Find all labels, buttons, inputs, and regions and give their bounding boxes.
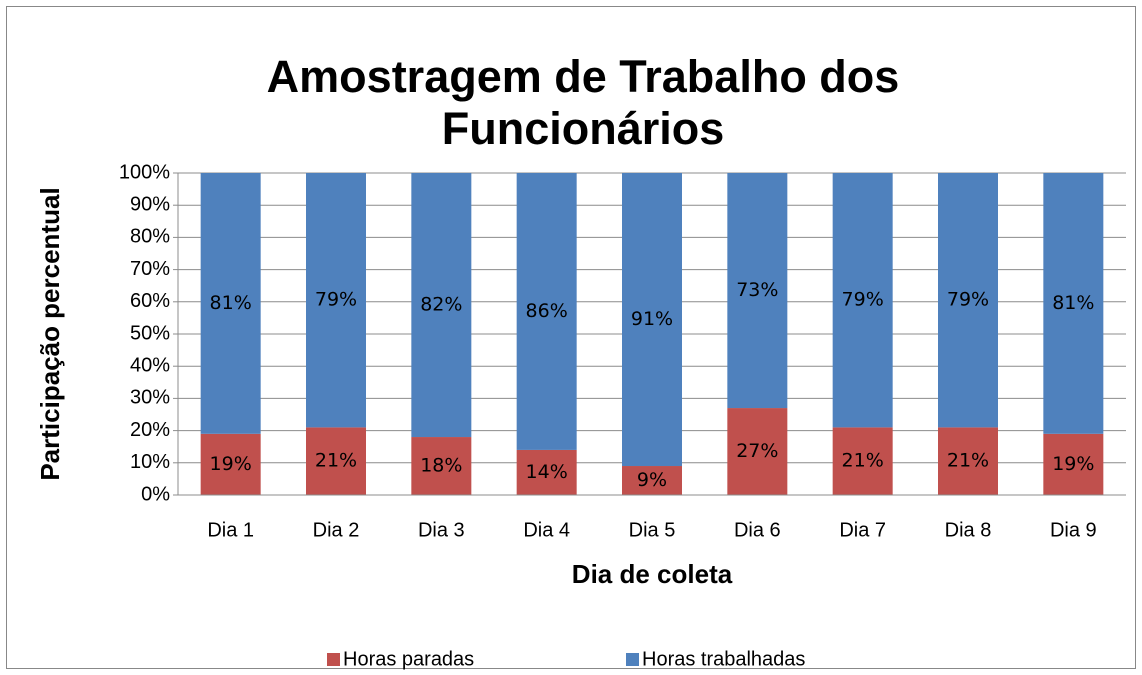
y-tick-label: 70% xyxy=(130,258,170,280)
y-tick-label: 0% xyxy=(141,483,170,505)
y-tick-label: 80% xyxy=(130,226,170,248)
bar-segment xyxy=(200,433,261,495)
data-label: 81% xyxy=(210,292,252,314)
data-label: 73% xyxy=(736,279,778,301)
bar-segment xyxy=(411,173,472,438)
x-tick-label: Dia 6 xyxy=(734,519,781,541)
bar-segment xyxy=(516,449,577,495)
chart-title: Amostragem de Trabalho dos xyxy=(267,51,900,102)
bar-segment xyxy=(938,427,998,495)
y-tick-label: 60% xyxy=(130,290,170,312)
y-tick-label: 40% xyxy=(130,354,170,376)
bar-segment xyxy=(622,466,682,495)
bar-segment xyxy=(832,173,893,428)
bar-segment xyxy=(727,173,788,409)
data-label: 21% xyxy=(947,450,989,472)
x-tick-label: Dia 5 xyxy=(629,519,676,541)
bar-segment xyxy=(1043,173,1104,434)
data-label: 79% xyxy=(947,289,989,311)
x-tick-label: Dia 9 xyxy=(1050,519,1097,541)
y-tick-label: 50% xyxy=(130,322,170,344)
x-axis-label: Dia de coleta xyxy=(572,559,733,589)
data-label: 82% xyxy=(420,294,462,316)
y-axis-label: Participação percentual xyxy=(35,187,65,480)
data-label: 9% xyxy=(637,469,667,491)
x-tick-label: Dia 8 xyxy=(945,519,992,541)
bar-segment xyxy=(832,427,893,495)
data-label: 79% xyxy=(315,289,357,311)
x-tick-label: Dia 1 xyxy=(207,519,254,541)
bar-segment xyxy=(516,173,577,450)
bar-segment xyxy=(306,427,366,495)
data-label: 79% xyxy=(842,289,884,311)
x-tick-label: Dia 2 xyxy=(313,519,360,541)
x-tick-label: Dia 3 xyxy=(418,519,465,541)
y-tick-label: 100% xyxy=(119,161,170,183)
y-tick-label: 20% xyxy=(130,419,170,441)
chart-title: Funcionários xyxy=(442,103,725,154)
bar-segment xyxy=(622,173,682,467)
data-label: 86% xyxy=(526,300,568,322)
bar-segment xyxy=(306,173,366,428)
bar-segment xyxy=(1043,433,1104,495)
data-label: 19% xyxy=(1052,453,1094,475)
bar-segment xyxy=(727,408,788,495)
legend-swatch xyxy=(626,653,639,666)
data-label: 91% xyxy=(631,308,673,330)
bar-segment xyxy=(411,437,472,495)
x-tick-label: Dia 4 xyxy=(523,519,570,541)
y-tick-label: 90% xyxy=(130,193,170,215)
y-tick-label: 30% xyxy=(130,387,170,409)
x-tick-label: Dia 7 xyxy=(839,519,886,541)
bar-segment xyxy=(938,173,998,428)
y-tick-label: 10% xyxy=(130,451,170,473)
data-label: 81% xyxy=(1052,292,1094,314)
data-label: 21% xyxy=(842,450,884,472)
data-label: 18% xyxy=(420,455,462,477)
legend-swatch xyxy=(327,653,340,666)
legend-label: Horas trabalhadas xyxy=(642,648,805,670)
data-label: 27% xyxy=(736,440,778,462)
data-label: 14% xyxy=(526,461,568,483)
data-label: 21% xyxy=(315,450,357,472)
bar-segment xyxy=(200,173,261,434)
data-label: 19% xyxy=(210,453,252,475)
legend-label: Horas paradas xyxy=(343,648,474,670)
